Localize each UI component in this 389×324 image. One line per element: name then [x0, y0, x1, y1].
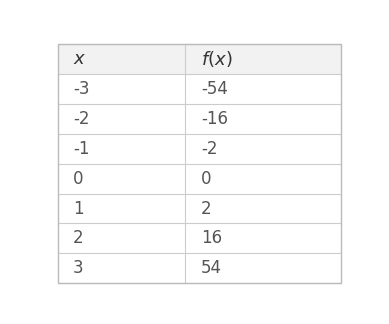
- Bar: [185, 104, 341, 134]
- Bar: [185, 44, 341, 74]
- Text: 2: 2: [201, 200, 211, 217]
- Text: $f(x)$: $f(x)$: [201, 49, 232, 69]
- Text: 2: 2: [73, 229, 84, 248]
- Text: -16: -16: [201, 110, 228, 128]
- Text: -1: -1: [73, 140, 89, 158]
- Bar: [58, 253, 185, 284]
- Text: 1: 1: [73, 200, 84, 217]
- Text: 54: 54: [201, 260, 222, 277]
- Text: -2: -2: [201, 140, 217, 158]
- Bar: [58, 104, 185, 134]
- Bar: [58, 134, 185, 164]
- Text: -3: -3: [73, 80, 89, 98]
- Bar: [58, 164, 185, 193]
- Bar: [58, 224, 185, 253]
- Text: $\mathit{x}$: $\mathit{x}$: [73, 50, 86, 68]
- Bar: [185, 224, 341, 253]
- Bar: [185, 164, 341, 193]
- Text: -2: -2: [73, 110, 89, 128]
- Bar: [185, 134, 341, 164]
- Bar: [58, 74, 185, 104]
- Bar: [185, 253, 341, 284]
- Bar: [58, 193, 185, 224]
- Bar: [58, 44, 185, 74]
- Text: 0: 0: [73, 169, 84, 188]
- Bar: [185, 193, 341, 224]
- Text: 16: 16: [201, 229, 222, 248]
- Text: 3: 3: [73, 260, 84, 277]
- Bar: [185, 74, 341, 104]
- Text: -54: -54: [201, 80, 228, 98]
- Text: 0: 0: [201, 169, 211, 188]
